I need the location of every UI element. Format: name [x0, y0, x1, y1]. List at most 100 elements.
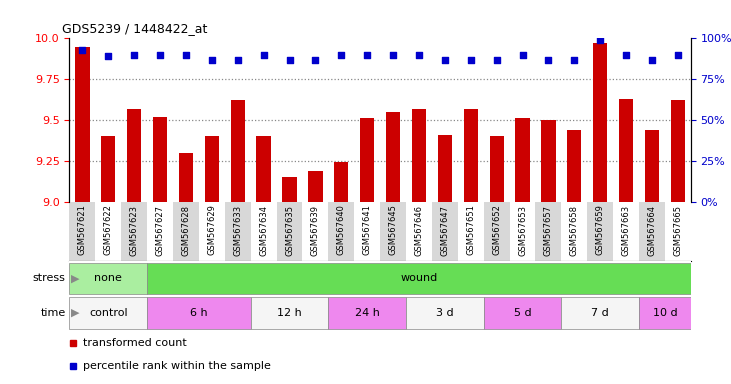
Text: GSM567629: GSM567629	[208, 205, 216, 255]
Bar	[613, 202, 639, 261]
Text: GSM567664: GSM567664	[648, 205, 656, 256]
Text: GSM567647: GSM567647	[440, 205, 450, 256]
Bar	[587, 202, 613, 261]
Point	[180, 52, 192, 58]
Point	[569, 56, 580, 63]
Bar	[69, 202, 95, 261]
Bar	[251, 297, 328, 329]
Point	[439, 56, 451, 63]
Bar	[205, 136, 219, 202]
Bar	[639, 202, 665, 261]
Bar	[438, 135, 452, 202]
Text: GSM567641: GSM567641	[363, 205, 371, 255]
Bar	[230, 101, 245, 202]
Text: GSM567653: GSM567653	[518, 205, 527, 256]
Text: percentile rank within the sample: percentile rank within the sample	[83, 361, 271, 371]
Bar	[179, 153, 193, 202]
Bar	[308, 170, 322, 202]
Text: none: none	[94, 273, 122, 283]
Bar	[380, 202, 406, 261]
Bar	[101, 136, 115, 202]
Text: transformed count: transformed count	[83, 338, 187, 348]
Point	[620, 52, 632, 58]
Bar	[355, 202, 380, 261]
Point	[542, 56, 554, 63]
Text: GSM567628: GSM567628	[181, 205, 191, 256]
Bar	[75, 46, 89, 202]
Bar	[147, 263, 691, 294]
Bar	[276, 202, 303, 261]
Bar	[593, 43, 607, 202]
Text: 10 d: 10 d	[653, 308, 677, 318]
Bar	[328, 297, 406, 329]
Bar	[147, 202, 173, 261]
Point	[129, 52, 140, 58]
Bar	[282, 177, 297, 202]
Point	[387, 52, 399, 58]
Text: GSM567623: GSM567623	[129, 205, 139, 256]
Point	[465, 56, 477, 63]
Bar	[463, 109, 478, 202]
Bar	[69, 297, 147, 329]
Bar	[561, 297, 639, 329]
Point	[594, 37, 606, 43]
Text: GSM567665: GSM567665	[673, 205, 682, 256]
Point	[102, 53, 114, 60]
Bar	[328, 202, 355, 261]
Bar	[671, 101, 685, 202]
Bar	[173, 202, 199, 261]
Bar	[224, 202, 251, 261]
Point	[154, 52, 166, 58]
Point	[232, 56, 243, 63]
Bar	[251, 202, 276, 261]
Bar	[645, 130, 659, 202]
Text: GSM567635: GSM567635	[285, 205, 294, 256]
Text: GSM567639: GSM567639	[311, 205, 320, 256]
Bar	[360, 118, 374, 202]
Text: wound: wound	[401, 273, 438, 283]
Point	[672, 52, 683, 58]
Text: GSM567651: GSM567651	[466, 205, 475, 255]
Text: GSM567659: GSM567659	[596, 205, 605, 255]
Bar	[127, 109, 141, 202]
Bar	[639, 297, 691, 329]
Text: GDS5239 / 1448422_at: GDS5239 / 1448422_at	[62, 22, 208, 35]
Point	[309, 56, 321, 63]
Bar	[412, 109, 426, 202]
Point	[77, 47, 88, 53]
Bar	[386, 112, 400, 202]
Bar	[199, 202, 224, 261]
Text: GSM567633: GSM567633	[233, 205, 242, 256]
Point	[284, 56, 295, 63]
Point	[361, 52, 373, 58]
Bar	[406, 297, 484, 329]
Text: ▶: ▶	[71, 308, 80, 318]
Point	[258, 52, 270, 58]
Bar	[334, 162, 349, 202]
Text: 6 h: 6 h	[190, 308, 208, 318]
Text: 12 h: 12 h	[277, 308, 302, 318]
Point	[517, 52, 529, 58]
Text: 5 d: 5 d	[514, 308, 531, 318]
Text: GSM567658: GSM567658	[569, 205, 579, 256]
Text: 7 d: 7 d	[591, 308, 609, 318]
Bar	[303, 202, 328, 261]
Text: time: time	[40, 308, 66, 318]
Point	[491, 56, 502, 63]
Text: GSM567627: GSM567627	[156, 205, 164, 256]
Text: control: control	[89, 308, 128, 318]
Text: GSM567663: GSM567663	[621, 205, 631, 256]
Text: GSM567646: GSM567646	[414, 205, 423, 256]
Bar	[535, 202, 561, 261]
Bar	[510, 202, 535, 261]
Bar	[257, 136, 270, 202]
Bar	[490, 136, 504, 202]
Text: GSM567640: GSM567640	[337, 205, 346, 255]
Bar	[147, 297, 251, 329]
Bar	[121, 202, 147, 261]
Text: GSM567652: GSM567652	[492, 205, 501, 255]
Text: 3 d: 3 d	[436, 308, 454, 318]
Bar	[484, 202, 510, 261]
Bar	[541, 120, 556, 202]
Bar	[665, 202, 691, 261]
